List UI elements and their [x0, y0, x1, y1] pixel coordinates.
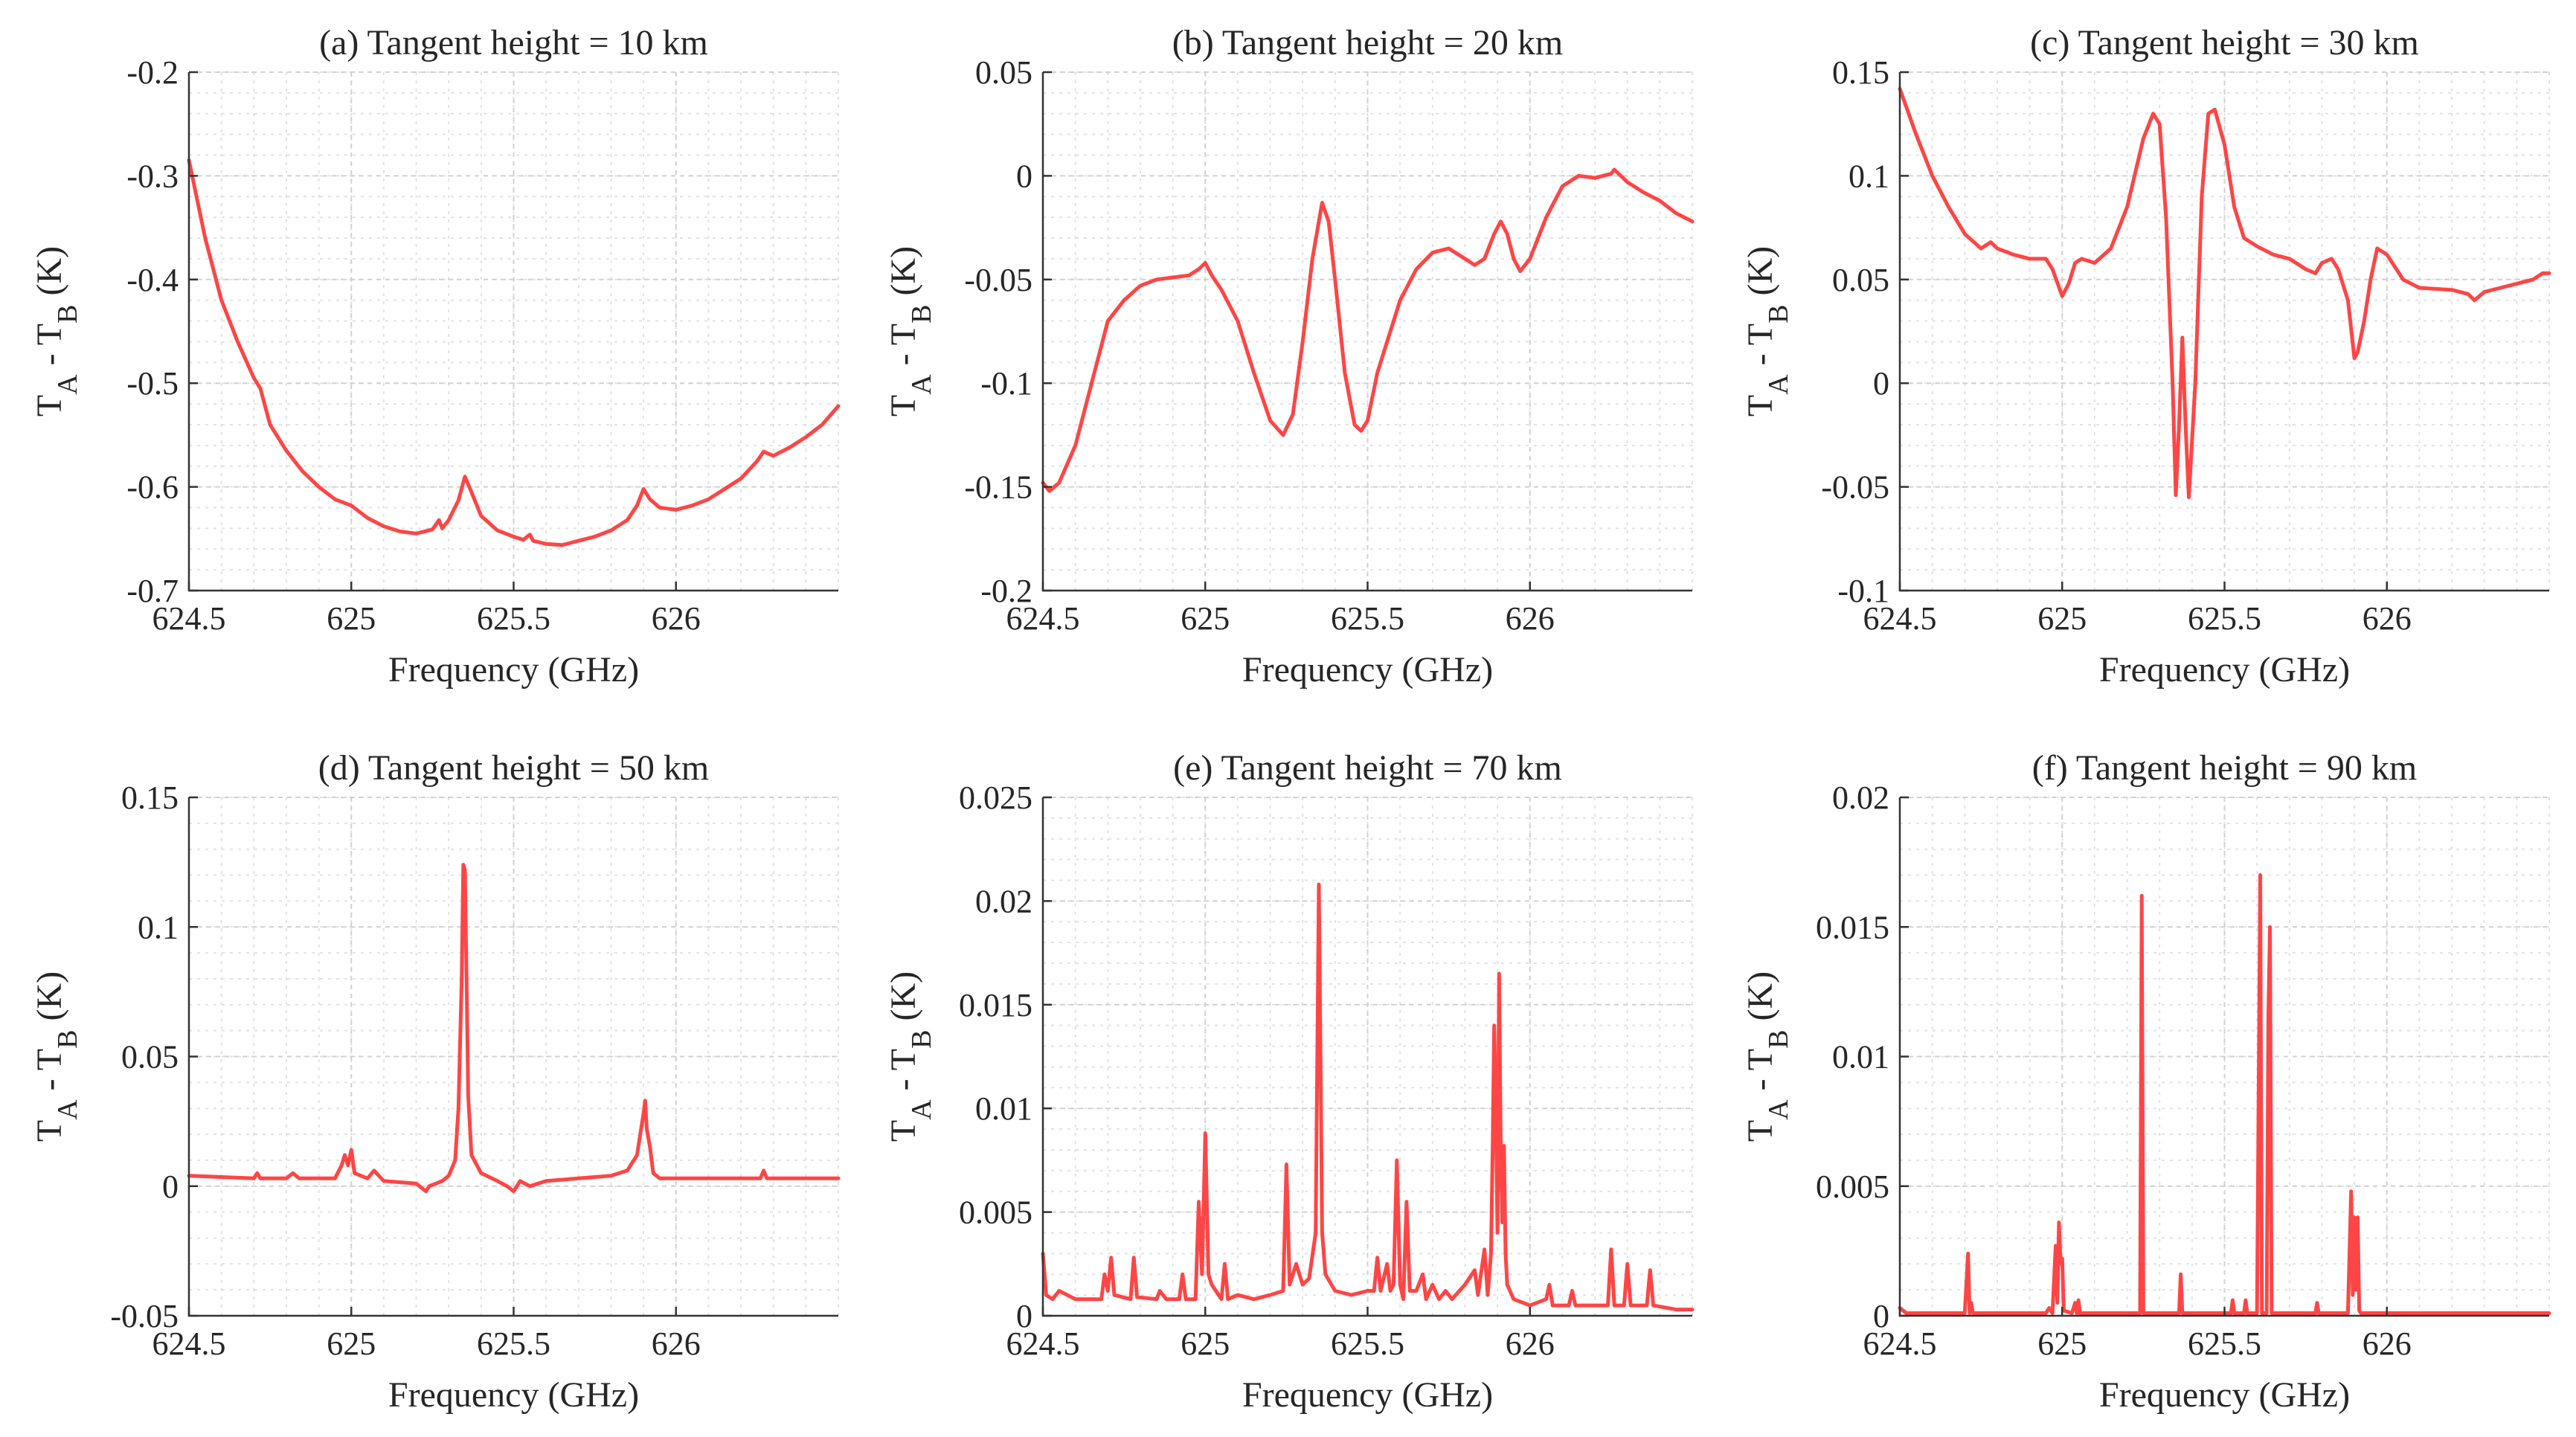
y-tick-label: 0.05 [975, 54, 1032, 91]
x-axis-label: Frequency (GHz) [1242, 650, 1493, 689]
y-tick-label: 0.05 [121, 1039, 179, 1076]
y-axis-label: TA - TB (K) [1741, 971, 1794, 1142]
x-tick-label: 625.5 [477, 1325, 550, 1362]
chart-title: (b) Tangent height = 20 km [1172, 23, 1563, 62]
y-tick-label: -0.5 [126, 365, 179, 402]
y-tick-label: 0 [1873, 365, 1889, 402]
x-tick-label: 625 [2037, 600, 2087, 637]
x-tick-label: 626 [652, 1325, 701, 1362]
x-tick-label: 624.5 [1863, 1325, 1937, 1362]
y-tick-label: -0.1 [980, 365, 1032, 402]
chart-title: (e) Tangent height = 70 km [1173, 748, 1562, 788]
y-tick-label: -0.2 [980, 573, 1032, 609]
chart-panel-2: 624.5 625 625.5 626 -0.2 -0.15 -0.1 -0.05 0 0.05 (… [884, 23, 1695, 689]
series-line [187, 158, 841, 547]
series-line [1898, 873, 2551, 1315]
y-axis-label: TA - TB (K) [884, 246, 937, 417]
y-tick-label: -0.1 [1837, 573, 1889, 609]
chart-title: (a) Tangent height = 10 km [319, 23, 708, 62]
y-tick-label: 0.025 [959, 779, 1032, 816]
x-axis-label: Frequency (GHz) [2099, 1375, 2350, 1415]
chart-title: (d) Tangent height = 50 km [318, 748, 709, 788]
y-axis-label: TA - TB (K) [30, 246, 83, 417]
chart-title: (c) Tangent height = 30 km [2030, 23, 2419, 62]
y-tick-label: 0.15 [1832, 54, 1889, 91]
y-tick-label: -0.3 [126, 158, 179, 194]
y-tick-label: 0 [162, 1168, 179, 1205]
x-tick-label: 625 [2037, 1325, 2087, 1362]
y-tick-label: -0.4 [126, 262, 179, 298]
x-tick-label: 625.5 [1331, 1325, 1404, 1362]
series-line [187, 863, 841, 1194]
x-tick-label: 626 [652, 600, 701, 637]
y-tick-label: -0.6 [126, 469, 179, 506]
grid [188, 71, 839, 591]
y-tick-label: 0 [1016, 158, 1032, 194]
y-tick-label: 0.015 [959, 987, 1032, 1023]
y-tick-label: -0.2 [126, 54, 179, 91]
y-tick-label: 0.05 [1832, 262, 1889, 298]
y-tick-label: 0.02 [1832, 779, 1889, 816]
y-tick-label: 0 [1873, 1298, 1889, 1334]
y-tick-label: 0.01 [975, 1090, 1032, 1127]
x-tick-label: 626 [1506, 600, 1555, 637]
x-tick-label: 625.5 [1331, 600, 1404, 637]
x-axis-label: Frequency (GHz) [1242, 1375, 1493, 1415]
y-tick-label: -0.15 [964, 469, 1032, 506]
x-tick-label: 626 [2363, 600, 2412, 637]
chart-panel-5: 624.5 625 625.5 626 0 0.005 0.01 0.015 0.02 0.025… [884, 748, 1695, 1415]
grid [1042, 71, 1693, 591]
x-axis-label: Frequency (GHz) [2099, 650, 2350, 689]
series-line [1898, 86, 2551, 499]
chart-panel-4: 624.5 625 625.5 626 -0.05 0 0.05 0.1 0.15 (d) Tan… [30, 748, 841, 1415]
chart-panel-6: 624.5 625 625.5 626 0 0.005 0.01 0.015 0.02 (f) T… [1741, 748, 2551, 1415]
y-tick-label: 0.1 [1849, 158, 1889, 194]
y-tick-label: 0.02 [975, 883, 1032, 919]
chart-title: (f) Tangent height = 90 km [2032, 748, 2417, 788]
x-tick-label: 625 [327, 600, 376, 637]
x-tick-label: 625 [1181, 1325, 1230, 1362]
chart-panel-3: 624.5 625 625.5 626 -0.1 -0.05 0 0.05 0.1 0.15 (c)… [1741, 23, 2551, 689]
x-tick-label: 624.5 [1006, 1325, 1080, 1362]
x-tick-label: 624.5 [152, 600, 226, 637]
x-tick-label: 625 [1181, 600, 1230, 637]
y-tick-label: -0.7 [126, 573, 179, 609]
y-tick-label: 0 [1016, 1298, 1032, 1334]
series-line [1041, 882, 1695, 1312]
x-tick-label: 625.5 [2188, 1325, 2261, 1362]
chart-panel-1: 624.5 625 625.5 626 -0.7 -0.6 -0.5 -0.4 -0.3 -0.2… [30, 23, 841, 689]
x-tick-label: 624.5 [1006, 600, 1080, 637]
x-tick-label: 625 [327, 1325, 376, 1362]
x-tick-label: 624.5 [152, 1325, 226, 1362]
x-axis-label: Frequency (GHz) [388, 650, 639, 689]
x-axis-label: Frequency (GHz) [388, 1375, 639, 1415]
y-tick-label: 0.005 [1816, 1168, 1889, 1205]
y-tick-label: -0.05 [1821, 469, 1889, 506]
series-line [1041, 167, 1695, 493]
x-tick-label: 624.5 [1863, 600, 1937, 637]
y-tick-label: -0.05 [964, 262, 1032, 298]
grid [1899, 797, 2550, 1317]
y-tick-label: 0.15 [121, 779, 179, 816]
y-tick-label: 0.015 [1816, 909, 1889, 945]
x-tick-label: 625.5 [2188, 600, 2261, 637]
y-axis-label: TA - TB (K) [1741, 246, 1794, 417]
y-axis-label: TA - TB (K) [884, 971, 937, 1142]
y-tick-label: -0.05 [110, 1298, 179, 1334]
x-tick-label: 626 [2363, 1325, 2412, 1362]
y-tick-label: 0.1 [138, 909, 179, 945]
y-tick-label: 0.01 [1832, 1039, 1889, 1076]
x-tick-label: 626 [1506, 1325, 1555, 1362]
y-axis-label: TA - TB (K) [30, 971, 83, 1142]
y-tick-label: 0.005 [959, 1195, 1032, 1231]
x-tick-label: 625.5 [477, 600, 550, 637]
